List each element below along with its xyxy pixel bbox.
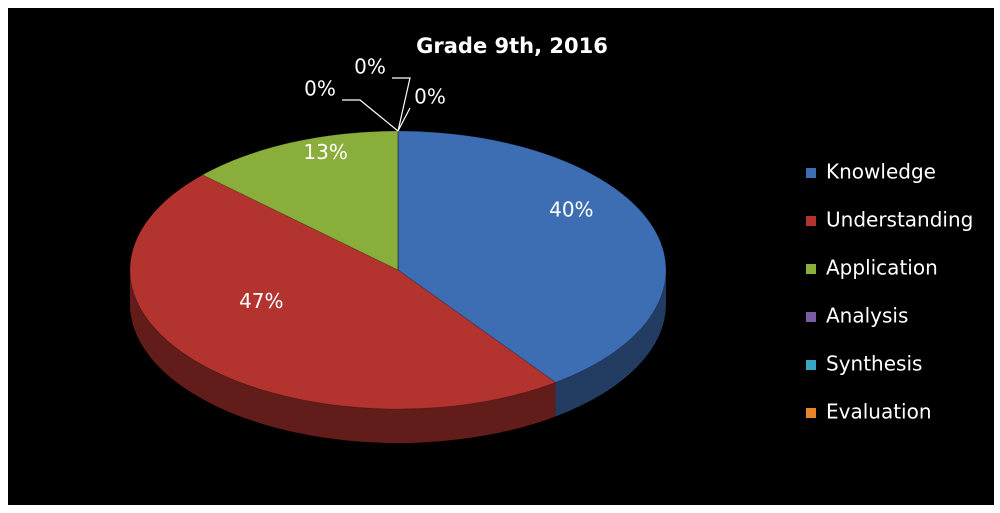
data-label: 0% (414, 85, 446, 109)
chart-title: Grade 9th, 2016 (416, 34, 608, 58)
legend-swatch (806, 360, 816, 370)
leader-line (397, 107, 411, 132)
legend-swatch (806, 168, 816, 178)
legend-swatch (806, 312, 816, 322)
slice-side (555, 270, 666, 417)
legend-swatch (806, 408, 816, 418)
slice (201, 130, 399, 271)
legend-label: Analysis (826, 304, 908, 328)
legend-label: Evaluation (826, 400, 932, 424)
data-label: 0% (304, 77, 336, 101)
leader-line (392, 77, 411, 132)
legend-swatch (806, 216, 816, 226)
slice-side (130, 270, 556, 444)
data-label: 13% (303, 140, 347, 164)
legend-label: Synthesis (826, 352, 922, 376)
slice (397, 130, 667, 384)
legend-swatch (806, 264, 816, 274)
leader-line (342, 99, 399, 132)
data-label: 0% (354, 55, 386, 79)
slice (129, 174, 557, 410)
data-label: 40% (549, 197, 593, 221)
legend-label: Understanding (826, 208, 973, 232)
legend-label: Application (826, 256, 938, 280)
legend-label: Knowledge (826, 160, 936, 184)
data-label: 47% (239, 289, 283, 313)
